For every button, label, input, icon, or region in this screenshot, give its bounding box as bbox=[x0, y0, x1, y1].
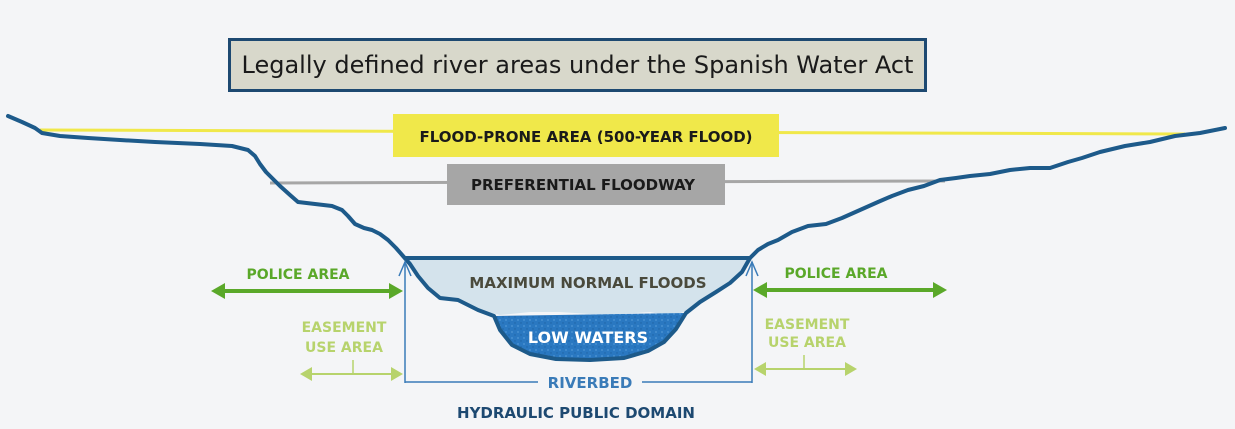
police-area-right-arrow bbox=[753, 282, 947, 298]
easement-left-label-2: USE AREA bbox=[305, 340, 383, 356]
diagram-title: Legally defined river areas under the Sp… bbox=[228, 38, 927, 92]
max-normal-floods-label: MAXIMUM NORMAL FLOODS bbox=[469, 274, 706, 292]
easement-left-arrow bbox=[300, 360, 403, 381]
riverbed-bracket bbox=[398, 260, 759, 383]
max-normal-floods-water bbox=[405, 258, 750, 316]
floodway-box bbox=[447, 164, 725, 205]
police-area-right-label: POLICE AREA bbox=[784, 266, 887, 282]
hydraulic-public-domain-label: HYDRAULIC PUBLIC DOMAIN bbox=[457, 404, 695, 422]
police-area-left-label: POLICE AREA bbox=[246, 267, 349, 283]
flood-prone-label: FLOOD-PRONE AREA (500-YEAR FLOOD) bbox=[419, 128, 752, 146]
terrain-profile bbox=[6, 114, 1227, 362]
flood-prone-box bbox=[393, 114, 779, 157]
easement-right-label-2: USE AREA bbox=[768, 335, 846, 351]
easement-right-arrow bbox=[754, 355, 857, 376]
floodway-label: PREFERENTIAL FLOODWAY bbox=[471, 176, 696, 194]
easement-right-label-1: EASEMENT bbox=[765, 317, 850, 333]
low-waters-water bbox=[494, 313, 686, 360]
easement-left-label-1: EASEMENT bbox=[302, 320, 387, 336]
low-waters-label: LOW WATERS bbox=[528, 328, 648, 347]
riverbed-label: RIVERBED bbox=[548, 374, 633, 392]
police-area-left-arrow bbox=[211, 283, 403, 299]
